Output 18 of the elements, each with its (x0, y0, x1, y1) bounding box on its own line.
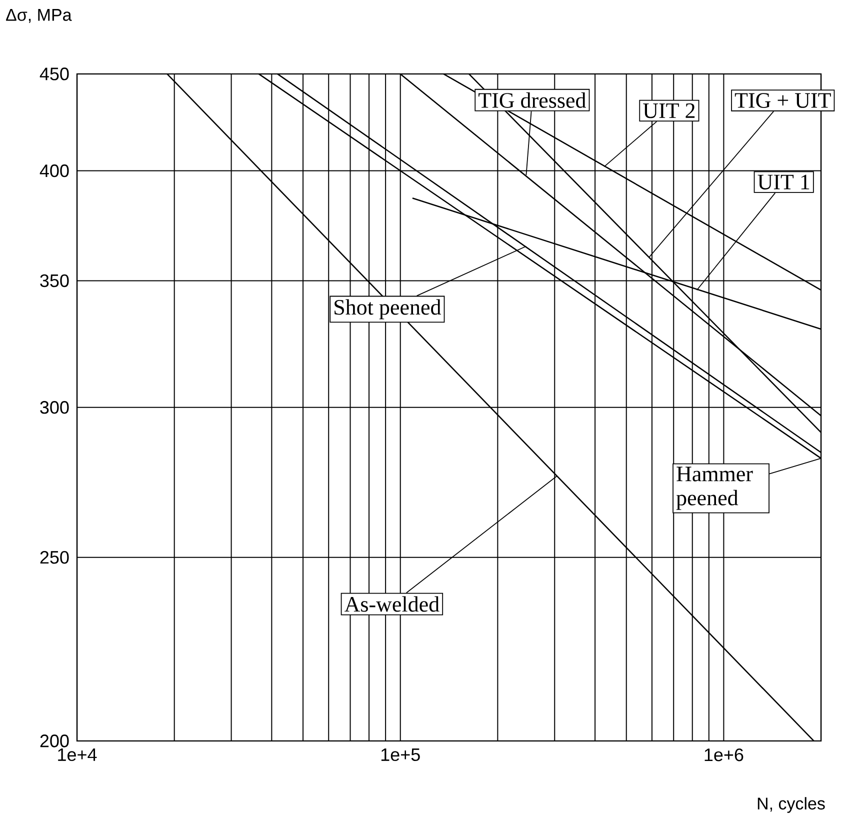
y-tick-label: 250 (40, 550, 69, 564)
y-tick-label: 300 (40, 401, 69, 414)
annotation: Shot peened (334, 299, 441, 320)
x-tick-label: 1e+6 (704, 748, 744, 762)
annotation: UIT 1 (758, 174, 810, 190)
y-tick-label: 400 (40, 164, 69, 178)
y-tick-label: 350 (40, 274, 69, 288)
y-axis-title: Δσ, MPa (6, 9, 72, 23)
annotation: As-welded (344, 596, 440, 612)
y-tick-label: 200 (40, 734, 69, 748)
annotation: TIG dressed (478, 92, 586, 108)
x-tick-label: 1e+4 (58, 748, 97, 762)
annotation: Hammer peened (676, 466, 753, 510)
annotation: TIG + UIT (734, 93, 831, 108)
y-tick-label: 450 (40, 68, 69, 80)
x-tick-label: 1e+5 (381, 748, 420, 762)
x-axis-title: N, cycles (758, 797, 825, 813)
annotation: UIT 2 (643, 103, 695, 118)
